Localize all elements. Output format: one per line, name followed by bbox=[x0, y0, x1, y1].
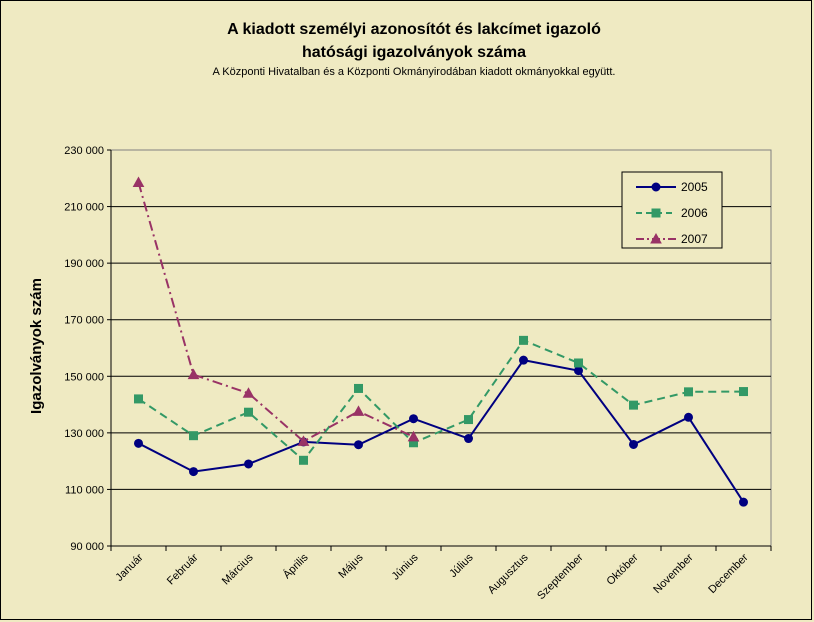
data-point-2006 bbox=[134, 394, 143, 404]
y-tick-label: 230 000 bbox=[64, 145, 104, 157]
legend-label: 2005 bbox=[681, 180, 708, 194]
series-line-2006 bbox=[137, 339, 744, 462]
y-tick-label: 170 000 bbox=[64, 315, 104, 327]
x-tick-label: Március bbox=[220, 551, 256, 587]
x-tick-label: Április bbox=[280, 551, 311, 582]
data-point-2006 bbox=[189, 431, 198, 441]
data-point-2005 bbox=[739, 497, 748, 507]
x-tick-label: Február bbox=[165, 551, 201, 587]
data-point-2005 bbox=[409, 414, 418, 424]
x-tick-label: Szeptember bbox=[535, 551, 586, 602]
data-point-2006 bbox=[684, 387, 693, 397]
data-point-2007 bbox=[242, 387, 255, 398]
x-tick-label: November bbox=[651, 551, 696, 596]
y-tick-label: 110 000 bbox=[65, 484, 104, 496]
data-point-2006 bbox=[519, 335, 528, 345]
x-tick-label: Augusztus bbox=[486, 551, 531, 596]
legend-label: 2007 bbox=[681, 232, 708, 246]
data-point-2006 bbox=[739, 387, 748, 397]
data-point-2005 bbox=[244, 459, 253, 469]
series-line-2007 bbox=[137, 182, 414, 443]
legend-item-2007: 2007 bbox=[636, 232, 708, 246]
data-point-2007 bbox=[187, 368, 200, 380]
x-tick-label: Június bbox=[390, 551, 421, 582]
data-point-2007 bbox=[132, 176, 145, 188]
y-tick-label: 90 000 bbox=[70, 541, 104, 553]
data-point-2007 bbox=[297, 435, 310, 446]
legend-marker bbox=[651, 208, 661, 218]
y-tick-label: 130 000 bbox=[64, 428, 104, 440]
x-tick-label: Október bbox=[604, 551, 640, 587]
legend: 2005 2006 2007 bbox=[621, 171, 723, 249]
data-point-2007 bbox=[407, 430, 420, 442]
data-point-2005 bbox=[684, 412, 693, 422]
chart-title-line2: hatósági igazolványok száma bbox=[302, 44, 526, 61]
legend-marker bbox=[650, 232, 662, 244]
chart-title-line1: A kiadott személyi azonosítót és lakcíme… bbox=[227, 21, 601, 38]
x-tick-label: Január bbox=[113, 551, 146, 584]
data-point-2005 bbox=[574, 366, 583, 376]
y-tick-label: 210 000 bbox=[64, 202, 104, 214]
chart-subtitle: A Központi Hivatalban és a Központi Okmá… bbox=[213, 66, 616, 78]
x-tick-label: December bbox=[706, 551, 751, 596]
legend-item-2005: 2005 bbox=[636, 180, 708, 194]
series-2006 bbox=[134, 335, 748, 465]
data-point-2006 bbox=[574, 358, 583, 368]
y-tick-label: 150 000 bbox=[64, 371, 104, 383]
data-point-2005 bbox=[519, 355, 528, 365]
data-point-2005 bbox=[464, 434, 473, 444]
legend-marker bbox=[651, 182, 661, 192]
y-axis-label: Igazolványok szám bbox=[28, 278, 45, 414]
data-point-2006 bbox=[354, 383, 363, 393]
x-tick-label: Május bbox=[336, 551, 366, 581]
series-2007 bbox=[132, 176, 420, 446]
legend-item-2006: 2006 bbox=[636, 206, 708, 220]
y-tick-label: 190 000 bbox=[64, 258, 104, 270]
data-point-2006 bbox=[244, 407, 253, 417]
series-layer bbox=[132, 176, 748, 507]
data-point-2005 bbox=[629, 439, 638, 449]
data-point-2005 bbox=[134, 438, 143, 448]
series-line-2005 bbox=[138, 359, 745, 503]
data-point-2006 bbox=[464, 415, 473, 425]
series-2005 bbox=[134, 355, 748, 507]
legend-label: 2006 bbox=[681, 206, 708, 220]
data-point-2005 bbox=[189, 467, 198, 477]
x-tick-label: Július bbox=[447, 551, 476, 580]
data-point-2007 bbox=[352, 405, 365, 416]
data-point-2005 bbox=[354, 440, 363, 450]
data-point-2006 bbox=[299, 455, 308, 465]
data-point-2006 bbox=[629, 400, 638, 410]
legend-box bbox=[621, 171, 723, 249]
